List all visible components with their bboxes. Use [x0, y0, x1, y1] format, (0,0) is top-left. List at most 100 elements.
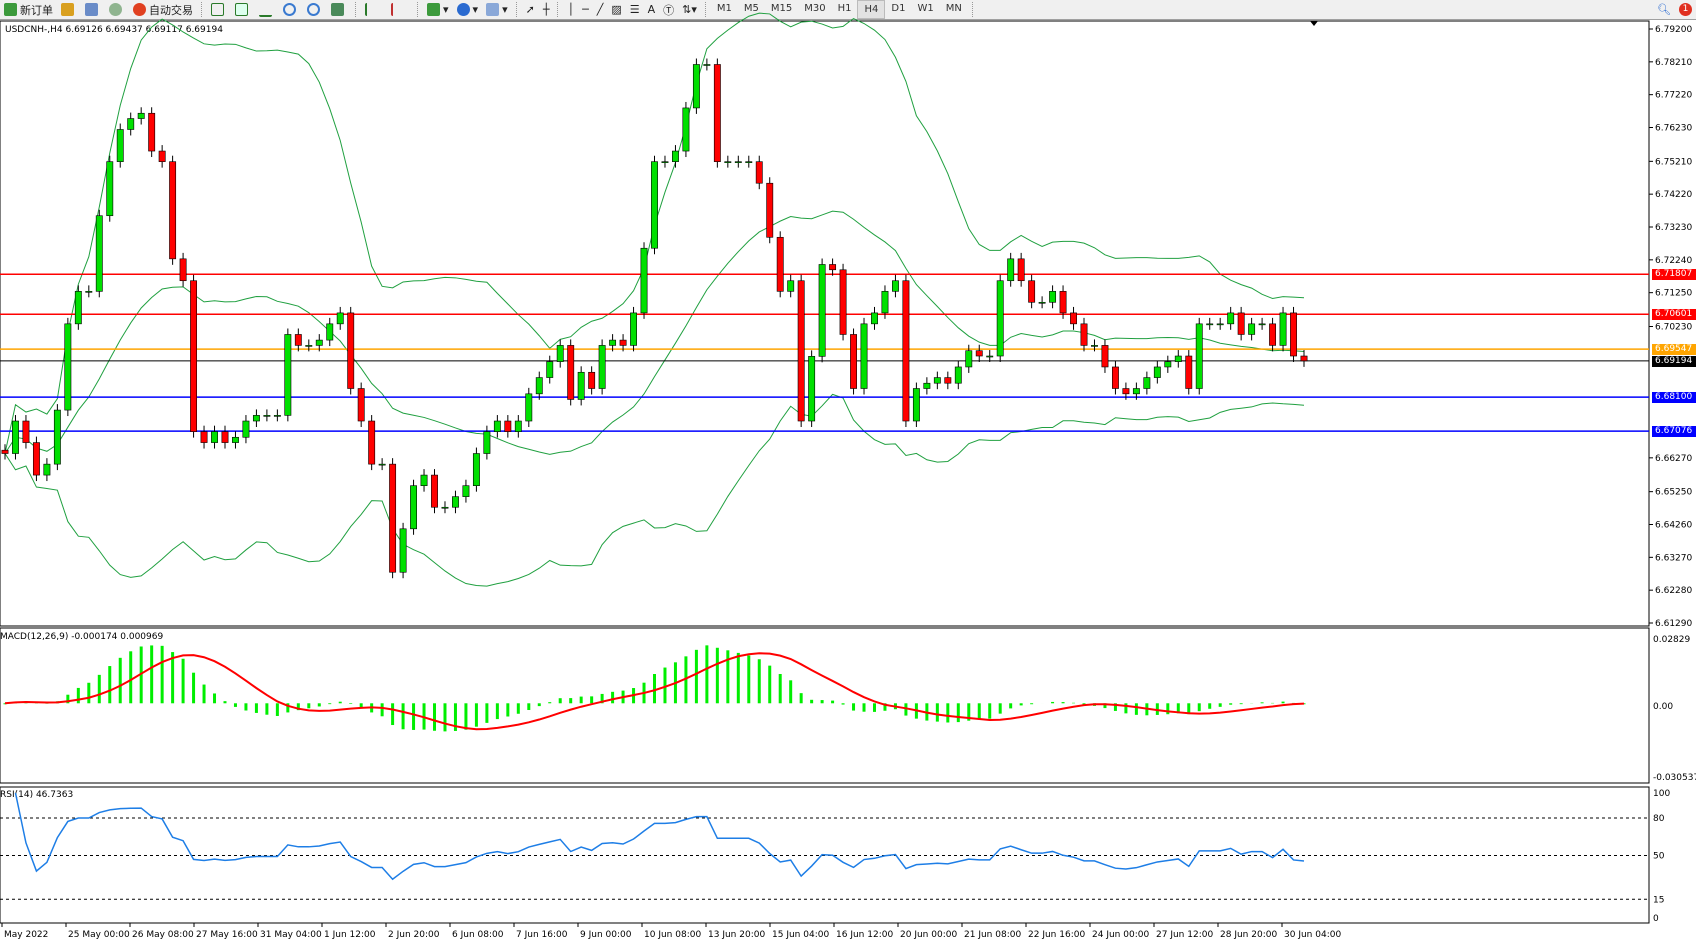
history-button[interactable] — [57, 1, 81, 18]
separator — [201, 2, 203, 17]
timeframe-mn[interactable]: MN — [945, 3, 962, 14]
timeframe-d1[interactable]: D1 — [891, 3, 906, 14]
macd-histogram-bar — [202, 684, 206, 704]
macd-histogram-bar — [569, 698, 573, 704]
price-level-badge[interactable]: 6.70601 — [1652, 309, 1696, 321]
price-tick-label: 6.74220 — [1655, 190, 1692, 200]
candlestick-chart-button[interactable] — [231, 1, 255, 18]
macd-histogram-bar — [736, 652, 740, 704]
bar-chart-icon — [211, 3, 224, 16]
macd-histogram-bar — [76, 687, 80, 704]
price-level-badge[interactable]: 6.67076 — [1652, 426, 1696, 438]
macd-histogram-bar — [988, 703, 992, 719]
terminal-button[interactable] — [81, 1, 105, 18]
bar-chart-button[interactable] — [207, 1, 231, 18]
timeframe-h1[interactable]: H1 — [837, 3, 852, 14]
price-tick-label: 6.66270 — [1655, 454, 1692, 464]
timeframe-m1[interactable]: M1 — [716, 3, 732, 14]
line-chart-button[interactable] — [255, 1, 279, 18]
macd-signal-line — [4, 652, 1305, 731]
macd-histogram-bar — [1176, 703, 1180, 714]
time-tick-label: 1 Jun 12:00 — [324, 930, 376, 940]
auto-scroll-button[interactable] — [361, 1, 387, 18]
zoom-in-button[interactable] — [279, 1, 303, 18]
templates-button[interactable]: ▾ — [482, 1, 512, 18]
vertical-line-tool[interactable]: │ — [563, 1, 578, 18]
macd-histogram-bar — [956, 703, 960, 723]
crosshair-tool[interactable]: ┼ — [539, 1, 554, 18]
horizontal-line-tool[interactable]: ─ — [578, 1, 593, 18]
channel-tool[interactable]: ▨ — [607, 1, 625, 18]
timeframe-m15[interactable]: M15 — [770, 3, 793, 14]
notifications-button[interactable]: 1 — [1675, 1, 1696, 18]
candle-bear — [588, 371, 596, 389]
time-tick-label: 22 Jun 16:00 — [1028, 930, 1085, 940]
price-tick-label: 6.73230 — [1655, 223, 1692, 233]
time-tick-label: 20 Jun 00:00 — [900, 930, 957, 940]
timeframe-w1[interactable]: W1 — [917, 3, 934, 14]
price-tick-label: 6.79200 — [1655, 25, 1692, 35]
macd-histogram-bar — [1134, 703, 1138, 715]
fibonacci-tool[interactable]: ☰ — [626, 1, 644, 18]
indicators-button[interactable]: ▾ — [423, 1, 453, 18]
bollinger-lower — [4, 393, 1305, 587]
candle-bull — [242, 420, 250, 438]
chart-shift-marker — [1310, 21, 1318, 26]
zoom-out-button[interactable] — [303, 1, 327, 18]
time-tick-label: 27 Jun 12:00 — [1156, 930, 1213, 940]
macd-histogram-bar — [254, 703, 258, 713]
signals-icon — [109, 3, 122, 16]
price-level-badge[interactable]: 6.68100 — [1652, 392, 1696, 404]
chart-shift-button[interactable] — [387, 1, 413, 18]
price-level-badge[interactable]: 6.69547 — [1652, 344, 1696, 356]
trendline-tool[interactable]: ╱ — [593, 1, 608, 18]
separator — [515, 2, 518, 17]
tile-windows-button[interactable] — [327, 1, 351, 18]
text-tool[interactable]: A — [644, 1, 660, 18]
candle-bull — [682, 107, 690, 152]
arrows-tool[interactable]: ⇅▾ — [678, 1, 701, 18]
macd-histogram-bar — [3, 703, 7, 705]
rsi-tick-label: 50 — [1653, 852, 1665, 862]
candle-bull — [64, 323, 72, 411]
macd-histogram-bar — [391, 703, 395, 726]
macd-histogram-bar — [244, 703, 248, 711]
candle-bull — [703, 64, 711, 66]
candle-bear — [1269, 323, 1277, 346]
separator — [355, 2, 357, 17]
timeframe-m30[interactable]: M30 — [804, 3, 826, 14]
candle-bear — [357, 388, 365, 422]
candle-bear — [504, 420, 512, 432]
macd-histogram-bar — [474, 703, 478, 727]
new-order-button[interactable]: 新订单 — [0, 1, 57, 18]
candle-bear — [200, 431, 208, 443]
cursor-tool[interactable]: ➚ — [522, 1, 539, 18]
macd-histogram-bar — [537, 703, 541, 707]
candle-bull — [672, 150, 679, 162]
time-tick-label: 7 Jun 16:00 — [516, 930, 568, 940]
macd-histogram-bar — [705, 645, 709, 704]
periods-button[interactable]: ▾ — [453, 1, 483, 18]
candle-bull — [881, 291, 889, 314]
timeframe-h4[interactable]: H4 — [857, 0, 886, 19]
clock-icon — [456, 3, 470, 16]
candle-bear — [713, 64, 721, 162]
separator — [704, 2, 707, 17]
macd-histogram-bar — [495, 703, 499, 720]
candle-bull — [514, 420, 522, 432]
search-icon: 🔍︎ — [1657, 3, 1671, 16]
price-level-badge[interactable]: 6.69194 — [1652, 355, 1696, 367]
macd-histogram-bar — [841, 703, 845, 705]
candle-bear — [944, 377, 952, 384]
signals-button[interactable] — [105, 1, 129, 18]
candle-bear — [431, 474, 438, 508]
price-level-badge[interactable]: 6.71807 — [1652, 269, 1696, 281]
auto-trading-button[interactable]: 自动交易 — [129, 1, 197, 18]
text-label-tool[interactable]: Ⓣ — [659, 1, 678, 18]
timeframe-m5[interactable]: M5 — [743, 3, 759, 14]
macd-histogram-bar — [275, 703, 279, 716]
search-button[interactable]: 🔍︎ — [1653, 1, 1675, 18]
time-tick-label: 27 May 16:00 — [196, 930, 258, 940]
macd-histogram-bar — [359, 703, 363, 708]
